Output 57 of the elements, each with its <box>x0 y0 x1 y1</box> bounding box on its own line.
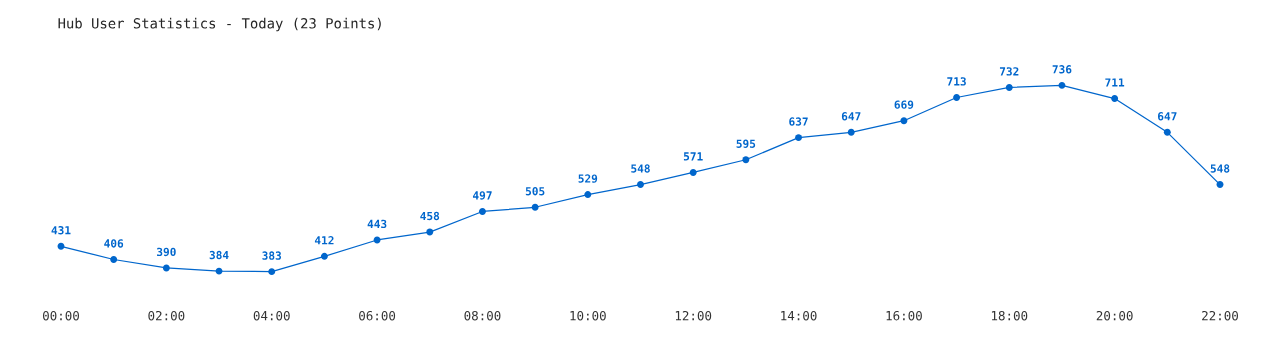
data-label: 412 <box>314 236 334 245</box>
data-label: 711 <box>1105 78 1125 87</box>
data-label: 505 <box>525 186 545 196</box>
data-label: 732 <box>999 67 1019 76</box>
data-label: 595 <box>736 139 756 148</box>
point <box>426 228 434 236</box>
x-tick-label: 04:00 <box>253 310 290 321</box>
point <box>1111 95 1119 103</box>
point <box>795 134 803 142</box>
point <box>900 117 908 125</box>
data-label: 390 <box>157 247 176 257</box>
chart-title: Hub User Statistics - Today (23 Points) <box>58 17 381 32</box>
data-label: 497 <box>472 191 492 200</box>
data-label: 443 <box>367 219 387 229</box>
x-tick-label: 18:00 <box>991 310 1028 321</box>
point <box>953 94 961 101</box>
x-tick-label: 16:00 <box>886 310 922 321</box>
data-label: 647 <box>841 112 861 121</box>
point <box>478 208 486 215</box>
point <box>1163 128 1171 136</box>
data-label: 571 <box>683 152 703 161</box>
x-tick-label: 10:00 <box>570 310 606 321</box>
data-label: 548 <box>1210 164 1230 173</box>
data-label: 669 <box>894 100 914 109</box>
point <box>162 264 170 272</box>
x-tick-label: 08:00 <box>464 310 501 321</box>
data-label: 458 <box>420 211 440 221</box>
point <box>742 156 750 164</box>
x-tick-label: 22:00 <box>1202 310 1238 321</box>
point <box>268 268 276 276</box>
x-tick-label: 06:00 <box>359 310 396 321</box>
point <box>847 128 855 136</box>
data-label: 529 <box>578 174 598 183</box>
data-label: 384 <box>209 250 229 260</box>
point <box>110 256 118 263</box>
data-label: 736 <box>1052 65 1072 74</box>
point <box>1058 81 1066 89</box>
data-label: 383 <box>262 251 282 260</box>
point <box>689 168 697 176</box>
point <box>1216 181 1224 189</box>
x-tick-label: 02:00 <box>148 310 185 321</box>
data-label: 713 <box>947 77 966 86</box>
data-label: 637 <box>789 117 808 126</box>
x-tick-label: 20:00 <box>1096 310 1133 321</box>
x-tick-label: 14:00 <box>781 310 817 321</box>
x-tick-label: 00:00 <box>43 310 79 321</box>
point <box>637 181 644 189</box>
data-label: 548 <box>631 164 650 173</box>
data-label: 406 <box>104 239 124 248</box>
point <box>57 242 65 250</box>
point <box>1005 83 1013 91</box>
data-label: 431 <box>51 226 71 235</box>
data-label: 647 <box>1157 112 1177 121</box>
point <box>531 203 539 211</box>
point <box>320 252 328 260</box>
point <box>584 191 592 199</box>
x-tick-label: 12:00 <box>675 310 712 321</box>
